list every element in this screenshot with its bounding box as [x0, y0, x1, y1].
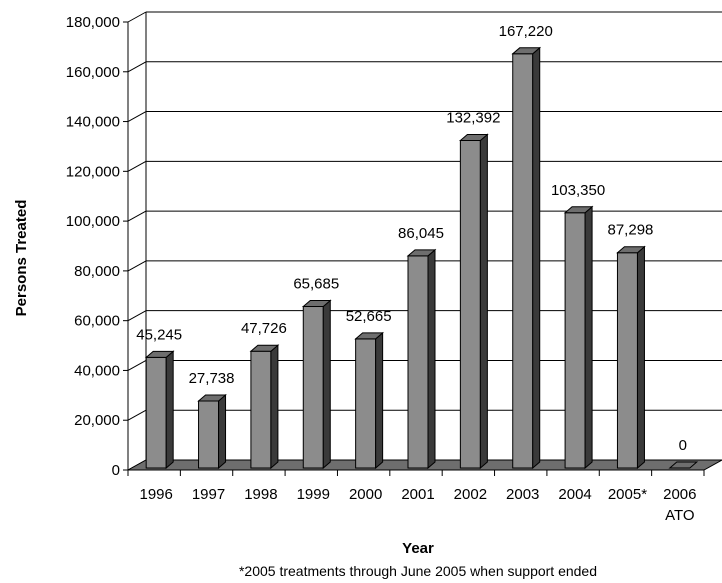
gridline-diagonal — [127, 260, 147, 272]
bar-top — [668, 461, 699, 469]
y-tick-label: 140,000 — [66, 114, 120, 131]
bar-front — [564, 212, 586, 469]
data-label: 103,350 — [551, 182, 605, 199]
bar-top — [197, 394, 227, 402]
x-tick-label: 1997 — [192, 486, 225, 503]
bar-front — [302, 306, 324, 469]
x-tick-label: 2004 — [558, 486, 591, 503]
y-tick-label: 20,000 — [74, 412, 120, 429]
x-tick-label: 1999 — [297, 486, 330, 503]
labels: 45,245 1996 27,738 1997 47,726 1998 65,685 1999… — [136, 23, 696, 524]
bar-side — [479, 133, 488, 470]
bar-side — [532, 46, 541, 470]
data-label: 86,045 — [398, 225, 444, 242]
bar-side — [636, 245, 645, 470]
data-label: 167,220 — [499, 23, 553, 40]
gridline-diagonal — [127, 111, 147, 122]
bar-side — [375, 331, 384, 470]
gridline-diagonal — [127, 61, 147, 73]
y-tick-label: 120,000 — [66, 163, 120, 180]
data-label: 132,392 — [446, 109, 500, 126]
x-tick-label: 2001 — [401, 486, 434, 503]
bar-front — [407, 255, 429, 469]
gridline-diagonal — [127, 11, 147, 23]
bar-front — [198, 400, 220, 469]
bar-top — [249, 344, 280, 352]
bar-side — [165, 350, 174, 470]
gridline-diagonal — [127, 360, 147, 371]
x-tick-label: 2003 — [506, 486, 539, 503]
y-axis-title: Persons Treated — [13, 200, 30, 317]
x-tick-label: 2002 — [454, 486, 487, 503]
gridline-diagonal — [127, 210, 147, 222]
x-tick-label: 2005* — [608, 486, 647, 503]
gridline-diagonal — [127, 310, 147, 322]
footnote: *2005 treatments through June 2005 when … — [239, 563, 597, 579]
bar-top — [406, 249, 437, 257]
y-tick-label: 180,000 — [66, 14, 120, 31]
axes: 0 20,000 40,000 60,000 80,000 100,000 120,000 1… — [66, 12, 705, 479]
gridline-diagonal — [127, 160, 147, 172]
data-label: 52,665 — [346, 308, 392, 325]
bar-top — [354, 332, 384, 340]
bar-side — [270, 344, 279, 470]
data-label: 0 — [679, 437, 687, 454]
x-tick-label: 1998 — [244, 486, 277, 503]
bar-top — [616, 246, 646, 254]
bar-side — [584, 205, 593, 470]
bar-front — [250, 350, 272, 469]
bar-top — [144, 350, 175, 358]
y-tick-label: 60,000 — [74, 313, 120, 330]
x-tick-label: 2006 — [663, 486, 696, 503]
bar-side — [427, 248, 436, 470]
y-tick-label: 160,000 — [66, 64, 120, 81]
bar-top — [563, 206, 594, 214]
data-label: 45,245 — [136, 326, 182, 343]
bar-front — [355, 338, 377, 469]
y-tick-label: 0 — [112, 462, 120, 479]
gridline-diagonal — [127, 409, 147, 421]
bar-front — [512, 53, 534, 469]
data-label: 87,298 — [608, 222, 654, 239]
bar-front — [616, 252, 638, 469]
x-tick-label: 2000 — [349, 486, 382, 503]
bar-front — [145, 356, 167, 469]
y-tick-label: 80,000 — [74, 263, 120, 280]
bar-side — [218, 393, 227, 470]
y-tick-label: 100,000 — [66, 213, 120, 230]
bar-top — [301, 300, 332, 308]
data-label: 27,738 — [189, 370, 235, 387]
x-tick-label: 1996 — [139, 486, 172, 503]
x-tick-label: ATO — [665, 507, 694, 524]
y-tick-label: 40,000 — [74, 362, 120, 379]
bar-side — [322, 299, 331, 470]
bars — [144, 46, 699, 470]
bar-front — [459, 139, 481, 469]
x-axis-title: Year — [402, 540, 434, 557]
data-label: 65,685 — [293, 276, 339, 293]
bar-top — [511, 47, 542, 55]
bar-top — [459, 133, 489, 141]
data-label: 47,726 — [241, 320, 287, 337]
